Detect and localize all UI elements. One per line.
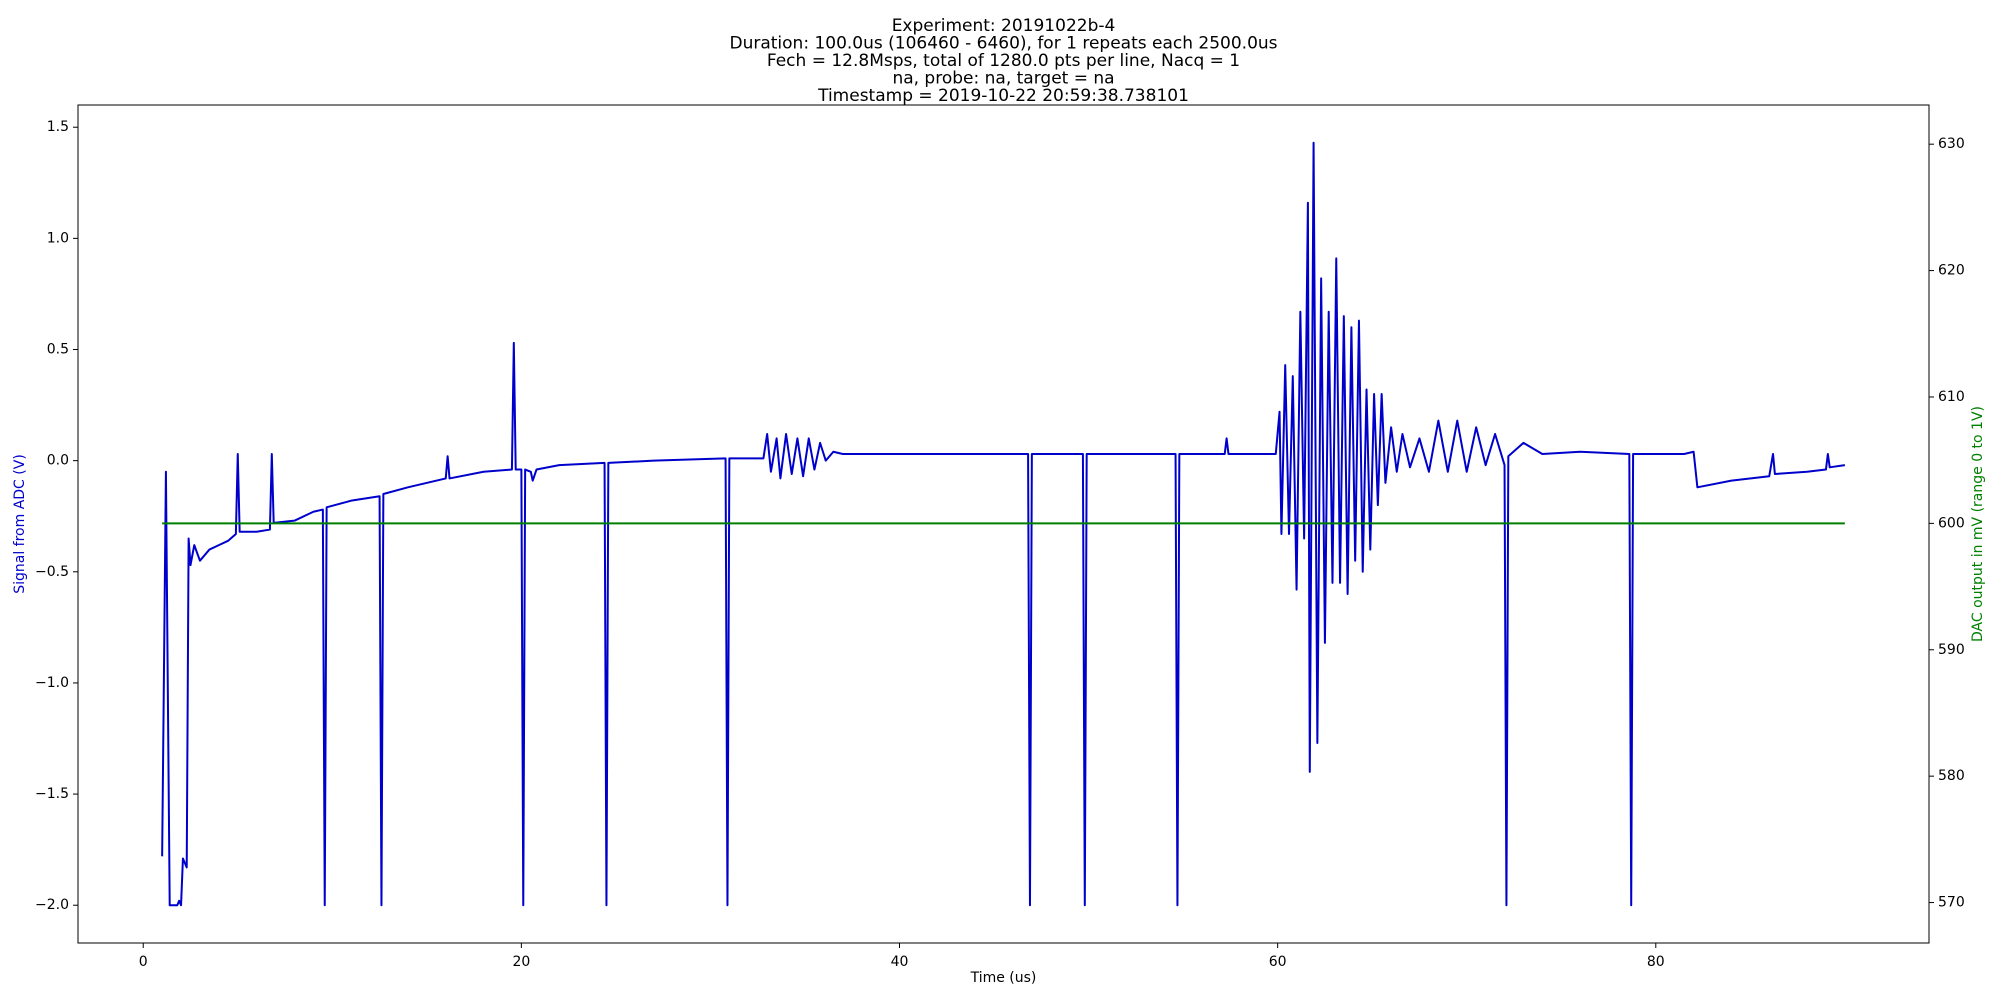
y2-tick-label: 630 [1938,136,1965,152]
chart-title: na, probe: na, target = na [892,69,1114,89]
y2-tick-label: 570 [1938,895,1965,911]
y-tick-label: 1.5 [47,119,69,135]
x-tick-label: 20 [512,954,530,970]
chart-title: Duration: 100.0us (106460 - 6460), for 1… [729,34,1277,54]
y-tick-label: 1.0 [47,230,69,246]
x-tick-label: 80 [1647,954,1665,970]
y-tick-label: −1.5 [35,786,69,802]
y-tick-label: −0.5 [35,564,69,580]
y2-tick-label: 620 [1938,263,1965,279]
y-tick-label: −2.0 [35,897,69,913]
y2-tick-label: 580 [1938,768,1965,784]
y2-axis-label: DAC output in mV (range 0 to 1V) [1970,406,1986,642]
y-tick-label: 0.5 [47,342,69,358]
y-tick-label: −1.0 [35,675,69,691]
plot-frame [77,104,1930,944]
x-tick-label: 40 [891,954,909,970]
y2-tick-label: 610 [1938,389,1965,405]
x-tick-label: 60 [1269,954,1287,970]
x-tick-label: 0 [139,954,148,970]
x-axis-label: Time (us) [970,970,1037,986]
chart-title: Timestamp = 2019-10-22 20:59:38.738101 [817,86,1189,106]
y2-tick-label: 600 [1938,515,1965,531]
y2-tick-label: 590 [1938,642,1965,658]
y-tick-label: 0.0 [47,453,69,469]
chart-title: Fech = 12.8Msps, total of 1280.0 pts per… [767,51,1240,71]
y-axis-label: Signal from ADC (V) [12,454,28,594]
chart-title: Experiment: 20191022b-4 [892,16,1116,36]
data-line [161,141,1846,907]
